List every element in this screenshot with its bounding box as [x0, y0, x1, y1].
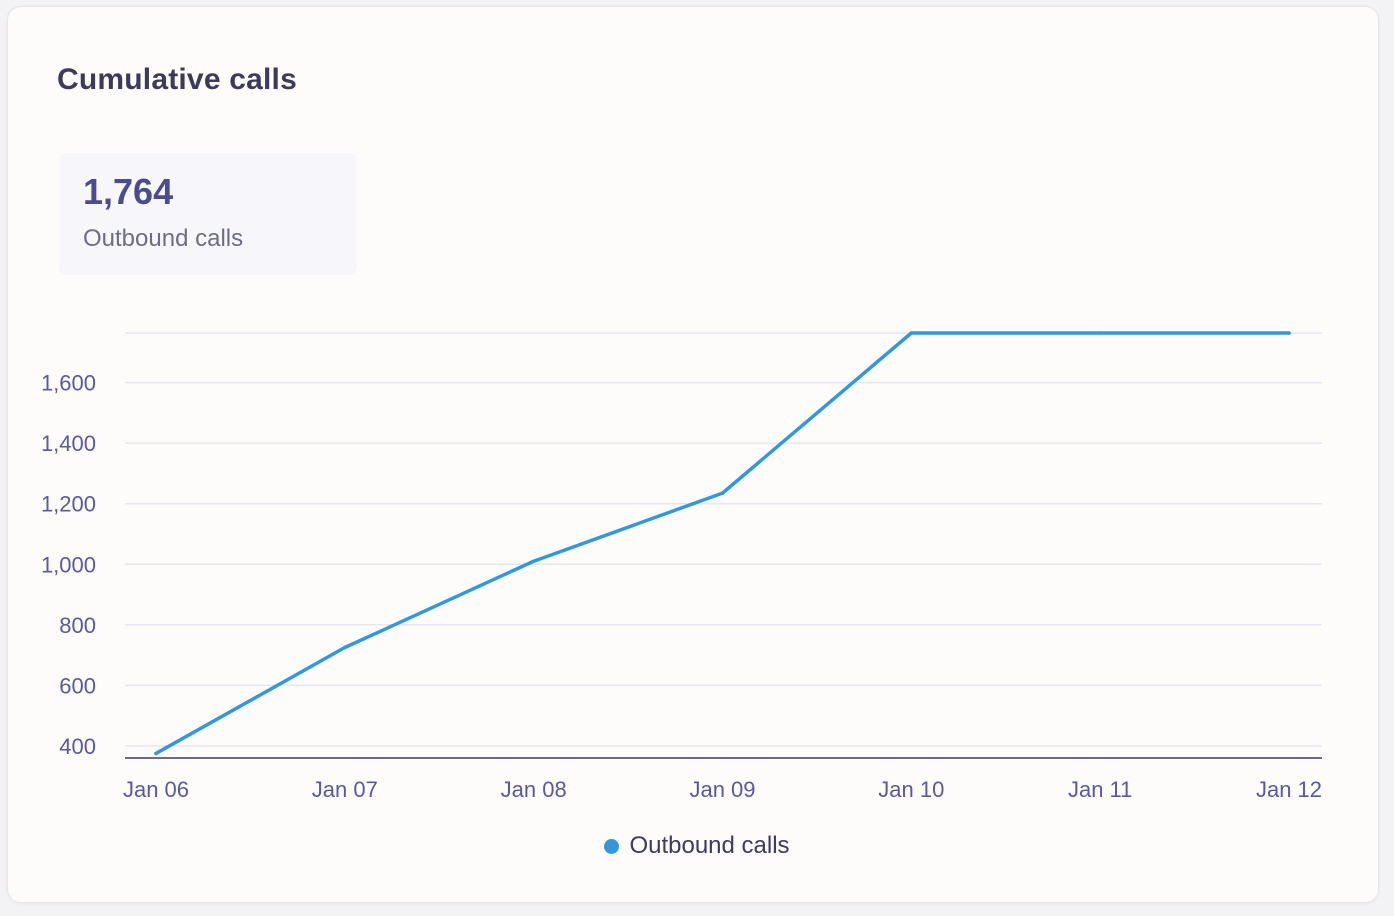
x-axis-ticks: Jan 06 Jan 07 Jan 08 Jan 09 Jan 10 Jan 11 Jan … — [123, 777, 1322, 802]
series-point[interactable] — [1098, 331, 1102, 335]
series-layer — [154, 331, 1291, 756]
x-tick-label: Jan 06 — [123, 777, 189, 802]
series-point[interactable] — [531, 559, 536, 563]
legend: Outbound calls — [0, 832, 1394, 860]
series-point[interactable] — [720, 491, 725, 495]
summary-value: 1,764 — [83, 171, 174, 212]
series-point[interactable] — [154, 751, 158, 756]
y-axis-ticks: 400 600 800 1,000 1,200 1,400 1,600 — [41, 371, 96, 759]
y-tick-label: 400 — [59, 734, 96, 759]
summary-label: Outbound calls — [83, 225, 244, 252]
y-tick-label: 1,200 — [41, 492, 96, 517]
legend-swatch[interactable] — [604, 838, 620, 854]
y-tick-label: 1,600 — [41, 371, 96, 396]
chart-card: Cumulative calls 1,764 Outbound calls — [7, 6, 1379, 903]
summary-stat: 1,764 Outbound calls — [59, 153, 357, 275]
card-title: Cumulative calls — [57, 63, 297, 96]
x-tick-label: Jan 12 — [1256, 777, 1322, 802]
x-tick-label: Jan 08 — [501, 777, 567, 802]
y-tick-label: 800 — [59, 613, 96, 638]
x-tick-label: Jan 07 — [312, 777, 378, 802]
x-tick-label: Jan 09 — [689, 777, 755, 802]
y-tick-label: 1,400 — [41, 431, 96, 456]
grid-lines — [125, 332, 1322, 747]
series-point[interactable] — [909, 331, 914, 335]
series-point[interactable] — [343, 645, 347, 650]
series-point[interactable] — [1287, 331, 1291, 335]
x-tick-label: Jan 11 — [1068, 777, 1132, 802]
series-line[interactable] — [154, 331, 1291, 756]
y-tick-label: 1,000 — [41, 552, 96, 577]
x-tick-label: Jan 10 — [878, 777, 944, 802]
legend-label[interactable]: Outbound calls — [629, 832, 790, 859]
y-tick-label: 600 — [59, 673, 96, 698]
